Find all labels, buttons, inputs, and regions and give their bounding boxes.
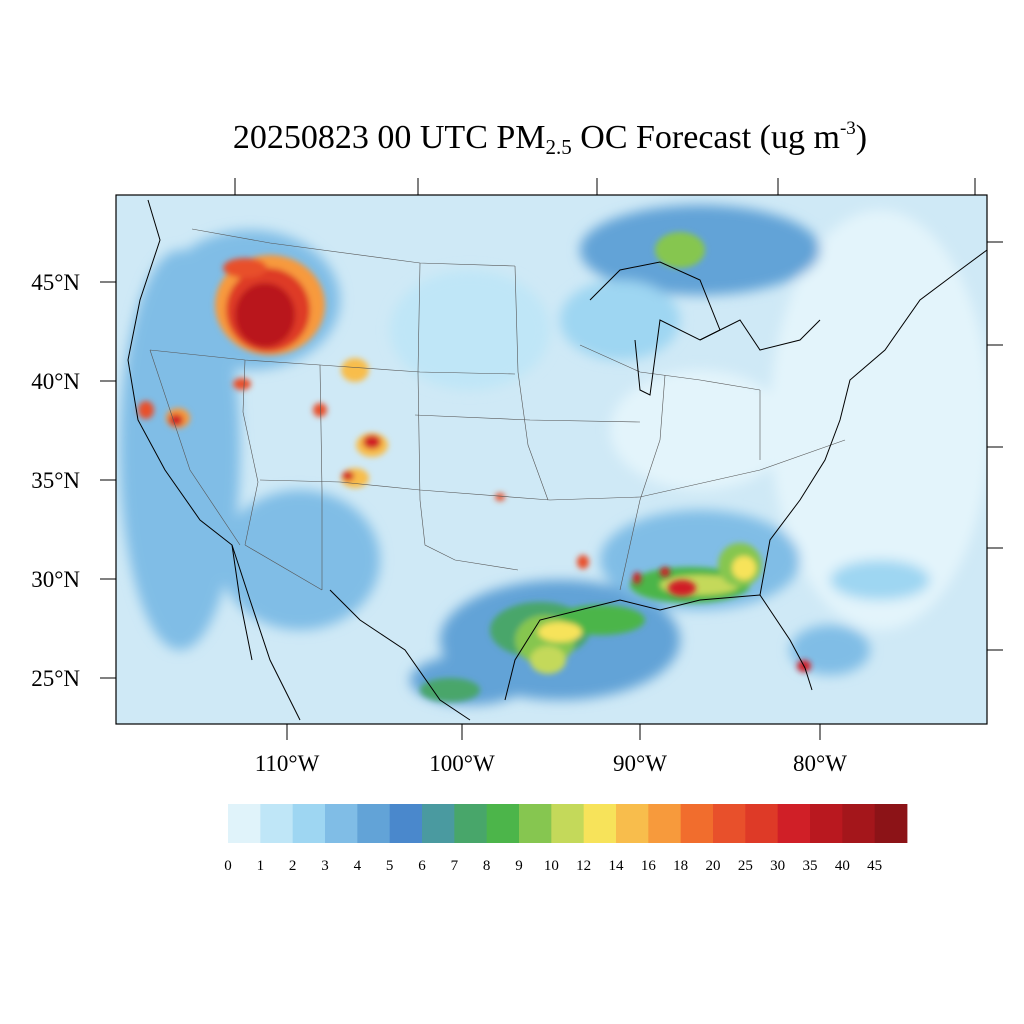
hotspot-idaho-montana [215,255,325,355]
lat-label: 45°N [31,270,80,295]
colorbar-swatch [292,804,326,843]
colorbar-tick-label: 10 [544,858,559,874]
lat-label: 25°N [31,666,80,691]
colorbar-swatch [583,804,617,843]
hotspot-gulf [495,493,811,672]
colorbar-swatch [325,804,358,843]
colorbar-tick-label: 6 [418,858,426,874]
lon-label: 80°W [793,751,847,776]
colorbar-swatch [648,804,682,843]
colorbar [228,804,908,843]
title-date: 20250823 [232,119,369,156]
latitude-labels: 45°N 40°N 35°N 30°N 25°N [31,270,80,691]
title-species-tail: OC Forecast (ug m [580,119,840,156]
lon-label: 110°W [255,751,320,776]
colorbar-tick-label: 14 [609,858,625,874]
colorbar-tick-label: 12 [576,858,591,874]
colorbar-tick-label: 9 [515,858,523,874]
colorbar-swatch [713,804,746,843]
state-boundaries [149,228,846,591]
colorbar-tick-label: 30 [770,858,785,874]
title-species: PM [496,119,546,156]
colorbar-swatch [874,804,908,843]
colorbar-tick-label: 5 [386,858,394,874]
colorbar-labels: 0 1 2 3 4 5 6 7 8 9 10 12 14 16 18 20 25 30 35 40 45 [224,858,882,874]
colorbar-tick-label: 3 [321,858,329,874]
colorbar-swatch [228,804,261,843]
colorbar-tick-label: 45 [867,858,882,874]
lat-label: 40°N [31,369,80,394]
colorbar-swatch [680,804,714,843]
colorbar-tick-label: 35 [803,858,818,874]
lat-label: 30°N [31,567,80,592]
coastline [127,199,987,721]
colorbar-tick-label: 25 [738,858,753,874]
map-field [116,195,987,724]
colorbar-tick-label: 7 [451,858,459,874]
colorbar-swatch [389,804,423,843]
colorbar-tick-label: 0 [224,858,232,874]
map-title: 20250823 00 UTC PM2.5 OC Forecast (ug m-… [0,118,1024,160]
colorbar-swatch [842,804,876,843]
colorbar-swatch [810,804,843,843]
gulf-coast-plume [420,232,762,702]
colorbar-swatch [777,804,811,843]
title-species-subscript: 2.5 [545,135,572,159]
lon-label: 100°W [429,751,495,776]
fire-hotspots [138,255,811,672]
colorbar-swatch [551,804,585,843]
colorbar-tick-label: 8 [483,858,491,874]
colorbar-tick-label: 18 [673,858,688,874]
map-frame [115,194,988,725]
colorbar-swatch [519,804,552,843]
colorbar-swatch [422,804,455,843]
colorbar-swatch [486,804,520,843]
colorbar-swatch [745,804,779,843]
longitude-labels: 110°W 100°W 90°W 80°W [255,751,848,776]
colorbar-swatch [616,804,649,843]
colorbar-tick-label: 16 [641,858,657,874]
lat-label: 35°N [31,468,80,493]
map-ticks [100,178,1003,740]
title-unit-exponent: -3 [839,118,856,139]
colorbar-tick-label: 1 [257,858,265,874]
colorbar-swatch [454,804,488,843]
title-time: 00 UTC [377,119,488,156]
colorbar-swatch [260,804,294,843]
lon-label: 90°W [613,751,667,776]
colorbar-tick-label: 2 [289,858,297,874]
colorbar-tick-label: 40 [835,858,850,874]
colorbar-tick-label: 4 [354,858,362,874]
title-close: ) [855,119,868,156]
colorbar-swatch [357,804,391,843]
colorbar-tick-label: 20 [706,858,721,874]
